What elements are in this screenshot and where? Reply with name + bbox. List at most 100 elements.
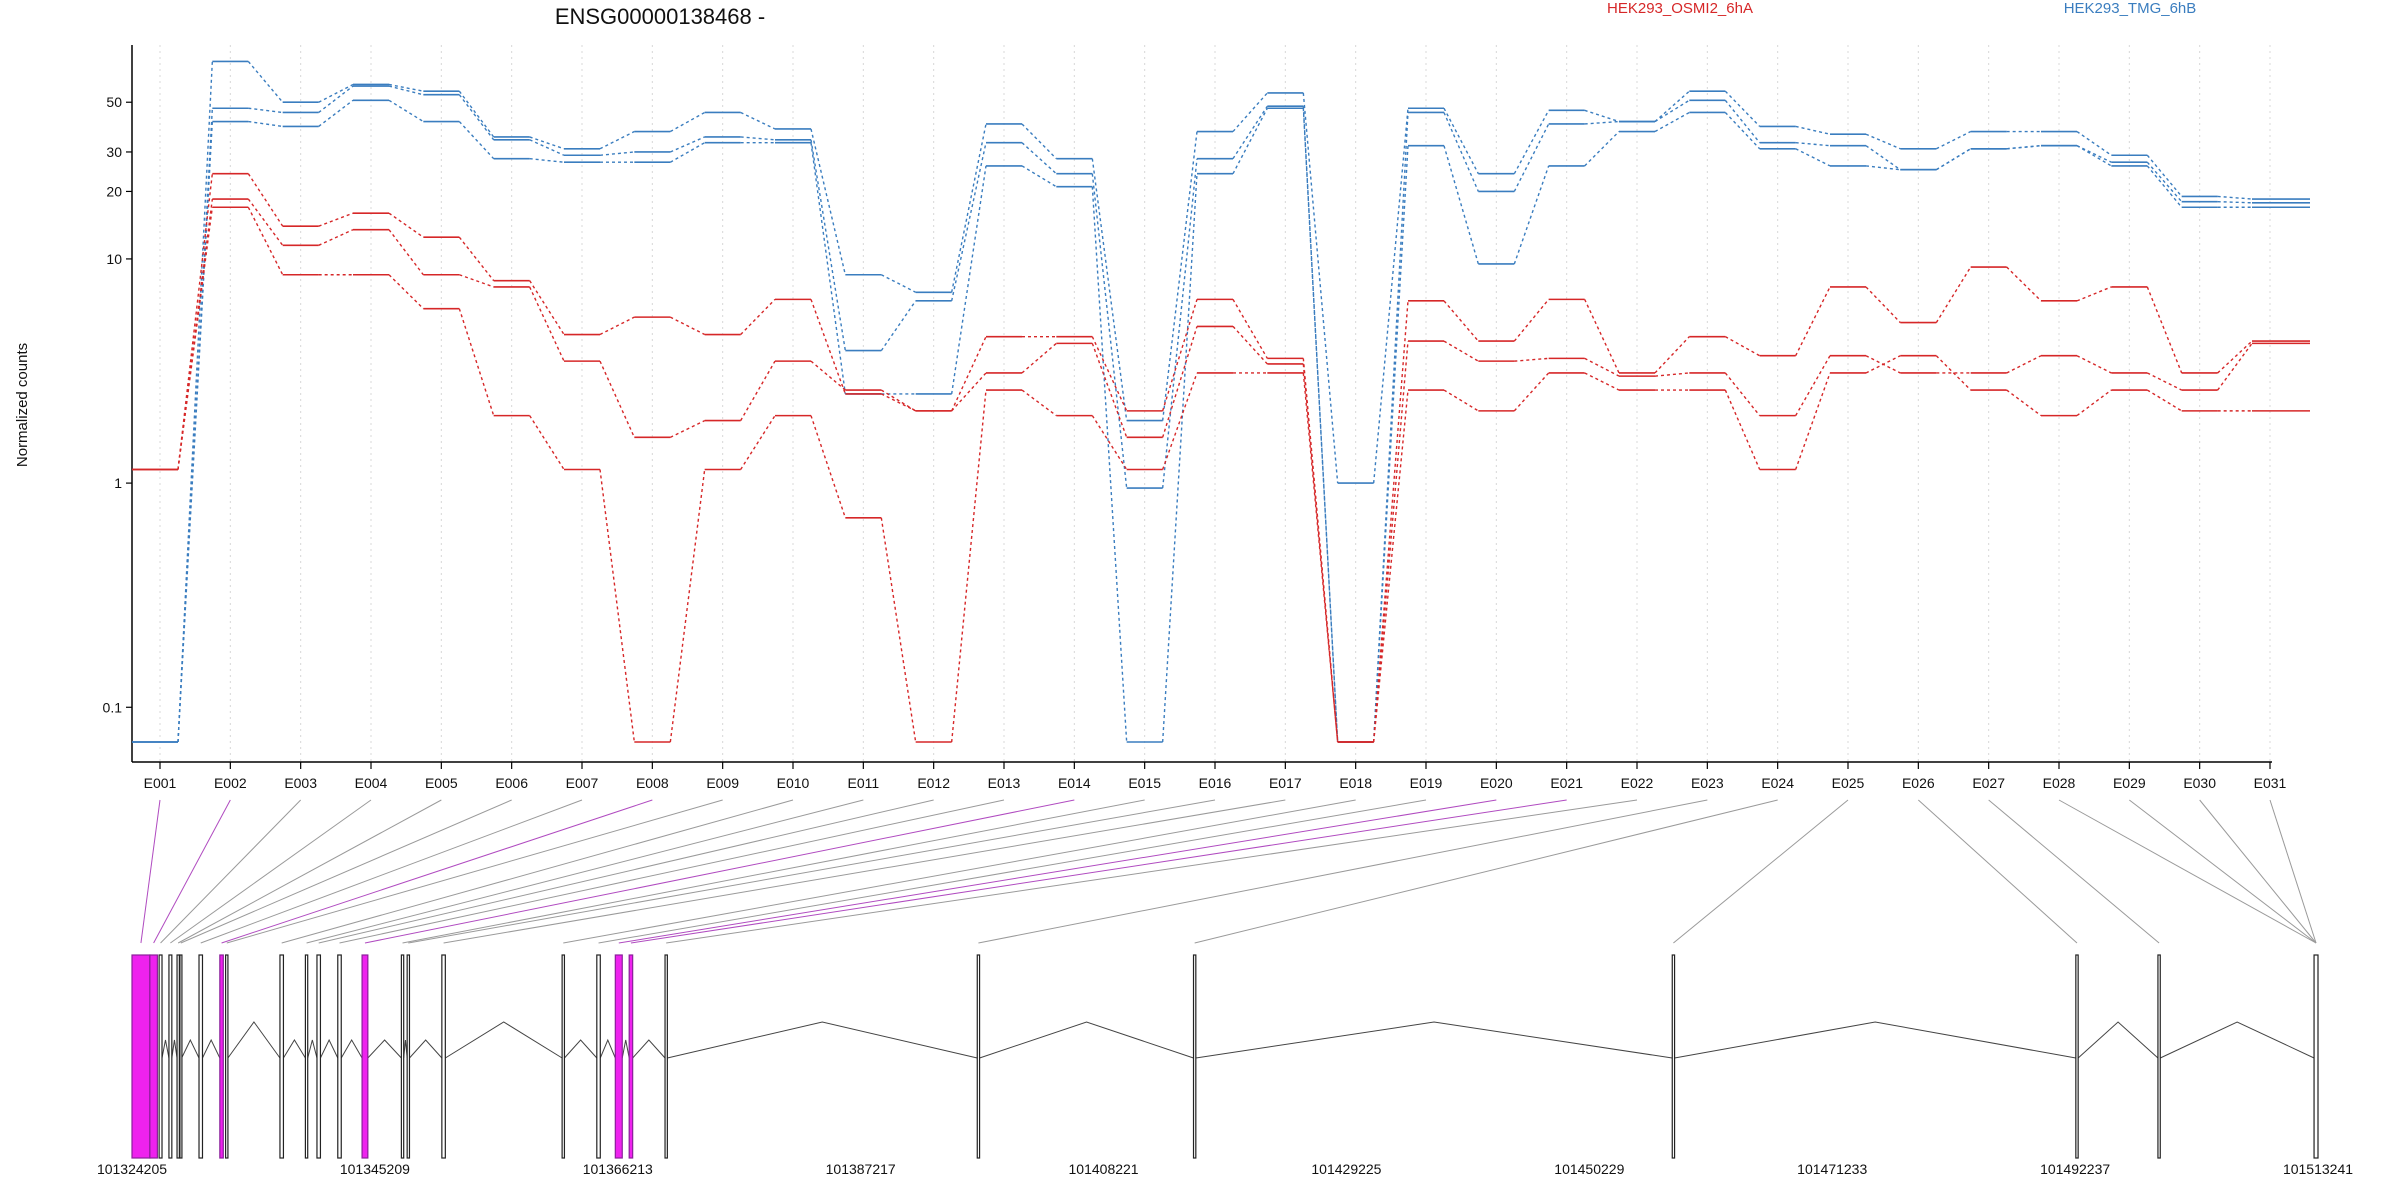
intron bbox=[367, 1039, 402, 1059]
exon-connector bbox=[978, 799, 1708, 944]
series-link bbox=[740, 360, 776, 421]
series-link bbox=[1584, 109, 1620, 123]
x-tick-label: E007 bbox=[566, 775, 599, 791]
series-link bbox=[1091, 186, 1128, 743]
exon bbox=[628, 954, 634, 1159]
genomic-tick-label: 101471233 bbox=[1797, 1161, 1867, 1177]
series-link bbox=[1584, 131, 1620, 167]
x-tick-label: E004 bbox=[355, 775, 388, 791]
series-link bbox=[950, 165, 987, 394]
x-tick-label: E006 bbox=[495, 775, 528, 791]
series-link bbox=[1584, 372, 1620, 391]
series-link bbox=[1091, 173, 1128, 489]
exon-connector bbox=[1673, 799, 1849, 944]
x-tick-label: E015 bbox=[1128, 775, 1161, 791]
series-link bbox=[1161, 173, 1198, 743]
series-link bbox=[2076, 355, 2112, 374]
series-link bbox=[388, 229, 424, 276]
legend-entry-osmi2: HEK293_OSMI2_6hA bbox=[1607, 0, 1753, 17]
y-tick-label: 1 bbox=[114, 475, 122, 491]
series-link bbox=[2076, 389, 2112, 417]
series-link bbox=[1443, 300, 1479, 342]
x-tick-label: E002 bbox=[214, 775, 247, 791]
gene-model: 101324205 101345209 101366213 101387217 1014… bbox=[97, 954, 2353, 1177]
series-link bbox=[458, 236, 495, 282]
x-tick-label: E008 bbox=[636, 775, 669, 791]
intron bbox=[1195, 1021, 1673, 1059]
series-link bbox=[1513, 372, 1550, 412]
exon bbox=[179, 954, 183, 1159]
exon bbox=[316, 954, 322, 1159]
series-link bbox=[670, 136, 705, 153]
series-link bbox=[2076, 286, 2112, 302]
intron bbox=[181, 1038, 200, 1059]
series-link bbox=[458, 121, 495, 160]
series-link bbox=[1513, 123, 1550, 192]
series-link bbox=[1584, 299, 1620, 374]
series-link bbox=[1161, 131, 1198, 421]
exon bbox=[976, 954, 981, 1159]
x-tick-label: E014 bbox=[1058, 775, 1091, 791]
series-link bbox=[1584, 357, 1620, 377]
series-line bbox=[132, 198, 2310, 743]
series-link bbox=[388, 99, 424, 123]
series-link bbox=[177, 207, 214, 470]
series-link bbox=[951, 372, 987, 412]
series-link bbox=[1654, 90, 1690, 123]
series-link bbox=[1513, 165, 1550, 265]
y-tick-label: 0.1 bbox=[103, 699, 123, 715]
series-link bbox=[318, 99, 354, 127]
series-link bbox=[1513, 298, 1550, 342]
exon-connector bbox=[443, 799, 1286, 944]
x-tick-label: E003 bbox=[284, 775, 317, 791]
series-link bbox=[1302, 92, 1339, 484]
exon-connectors bbox=[140, 799, 2317, 944]
series-link bbox=[1302, 372, 1339, 743]
legend-entry-tmg: HEK293_TMG_6hB bbox=[2064, 0, 2197, 17]
series-link bbox=[2006, 266, 2042, 302]
series-link bbox=[1724, 90, 1761, 127]
series-link bbox=[880, 389, 917, 412]
x-tick-label: E027 bbox=[1972, 775, 2005, 791]
exon-connector bbox=[408, 799, 1216, 944]
series-link bbox=[1795, 148, 1831, 167]
x-tick-label: E024 bbox=[1761, 775, 1794, 791]
series-link bbox=[458, 308, 495, 416]
series-link bbox=[950, 142, 987, 302]
exon-connector bbox=[1917, 799, 2078, 944]
series-link bbox=[1865, 133, 1901, 150]
series-link bbox=[1936, 130, 1971, 150]
series-link bbox=[669, 469, 706, 743]
series-link bbox=[1091, 336, 1128, 412]
series-line bbox=[132, 85, 2310, 743]
exon bbox=[561, 954, 566, 1159]
series-link bbox=[599, 360, 635, 438]
exon bbox=[2075, 954, 2079, 1159]
series-link bbox=[2217, 200, 2253, 204]
series-link bbox=[1161, 158, 1198, 489]
intron bbox=[621, 1039, 630, 1059]
series-link bbox=[529, 286, 565, 362]
exon-connector bbox=[598, 799, 1427, 944]
intron bbox=[667, 1021, 978, 1059]
x-tick-label: E011 bbox=[847, 775, 879, 791]
exon bbox=[149, 954, 158, 1159]
series-link bbox=[388, 212, 424, 238]
series-link bbox=[810, 128, 847, 275]
exon-connector bbox=[563, 799, 1356, 944]
exon-connector bbox=[364, 799, 1075, 944]
series-link bbox=[810, 142, 847, 394]
series-link bbox=[459, 274, 494, 288]
intron bbox=[409, 1039, 443, 1059]
exon bbox=[1192, 954, 1197, 1159]
series-link bbox=[881, 393, 916, 412]
exon bbox=[158, 954, 163, 1159]
series-link bbox=[1021, 389, 1057, 417]
series-link bbox=[388, 274, 424, 310]
x-tick-label: E017 bbox=[1269, 775, 1302, 791]
series-link bbox=[248, 120, 283, 128]
series-link bbox=[318, 83, 354, 103]
series-link bbox=[388, 85, 424, 96]
exon-connector bbox=[666, 799, 1638, 944]
x-tick-label: E001 bbox=[144, 775, 177, 791]
